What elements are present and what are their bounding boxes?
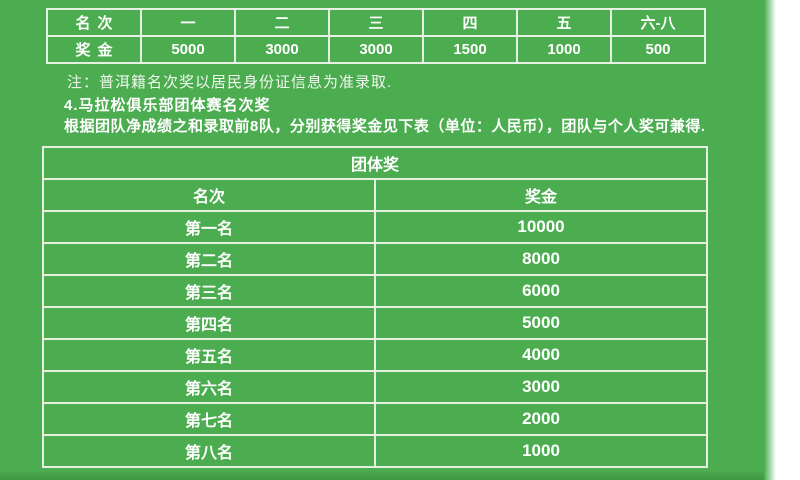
team-prize-table: 团体奖 名次 奖金 第一名 10000 第二名 8000 第三名 6000 第四… <box>42 146 708 468</box>
individual-prize-table: 名次 一 二 三 四 五 六-八 奖金 5000 3000 3000 1500 … <box>46 8 706 64</box>
table-row: 第五名 4000 <box>42 338 708 372</box>
prize-cell: 3000 <box>374 370 708 404</box>
rank-cell: 第三名 <box>42 274 376 308</box>
value-cell: 3000 <box>328 35 424 64</box>
table-row: 第二名 8000 <box>42 242 708 276</box>
header-cell: 名次 <box>46 8 142 37</box>
column-header-cell: 奖金 <box>374 178 708 212</box>
column-header-cell: 名次 <box>42 178 376 212</box>
table-row: 第一名 10000 <box>42 210 708 244</box>
table-row: 第八名 1000 <box>42 434 708 468</box>
table-row: 名次 奖金 <box>42 178 708 212</box>
table-row: 奖金 5000 3000 3000 1500 1000 500 <box>46 35 706 64</box>
table-row: 第四名 5000 <box>42 306 708 340</box>
header-cell: 四 <box>422 8 518 37</box>
value-cell: 3000 <box>234 35 330 64</box>
table-row: 第七名 2000 <box>42 402 708 436</box>
header-cell: 六-八 <box>610 8 706 37</box>
table-row: 名次 一 二 三 四 五 六-八 <box>46 8 706 37</box>
prize-cell: 8000 <box>374 242 708 276</box>
section-description: 根据团队净成绩之和录取前8队，分别获得奖金见下表（单位：人民币），团队与个人奖可… <box>64 118 706 135</box>
prize-cell: 10000 <box>374 210 708 244</box>
value-cell: 1000 <box>516 35 612 64</box>
table-title-cell: 团体奖 <box>42 146 708 180</box>
prize-cell: 6000 <box>374 274 708 308</box>
header-cell: 三 <box>328 8 424 37</box>
prize-cell: 1000 <box>374 434 708 468</box>
table-row: 第三名 6000 <box>42 274 708 308</box>
prize-cell: 4000 <box>374 338 708 372</box>
rank-cell: 第六名 <box>42 370 376 404</box>
header-cell: 五 <box>516 8 612 37</box>
rank-cell: 第八名 <box>42 434 376 468</box>
note-text: 注：普洱籍名次奖以居民身份证信息为准录取. <box>67 74 393 91</box>
value-cell: 5000 <box>140 35 236 64</box>
value-cell: 500 <box>610 35 706 64</box>
row-label-cell: 奖金 <box>46 35 142 64</box>
rank-cell: 第七名 <box>42 402 376 436</box>
value-cell: 1500 <box>422 35 518 64</box>
rank-cell: 第一名 <box>42 210 376 244</box>
rank-cell: 第五名 <box>42 338 376 372</box>
header-cell: 一 <box>140 8 236 37</box>
prize-cell: 2000 <box>374 402 708 436</box>
bottom-shade <box>0 470 764 480</box>
table-row: 第六名 3000 <box>42 370 708 404</box>
rank-cell: 第二名 <box>42 242 376 276</box>
right-margin-fade <box>764 0 776 480</box>
table-row: 团体奖 <box>42 146 708 180</box>
rank-cell: 第四名 <box>42 306 376 340</box>
prize-cell: 5000 <box>374 306 708 340</box>
header-cell: 二 <box>234 8 330 37</box>
section-heading: 4.马拉松俱乐部团体赛名次奖 <box>64 97 271 114</box>
